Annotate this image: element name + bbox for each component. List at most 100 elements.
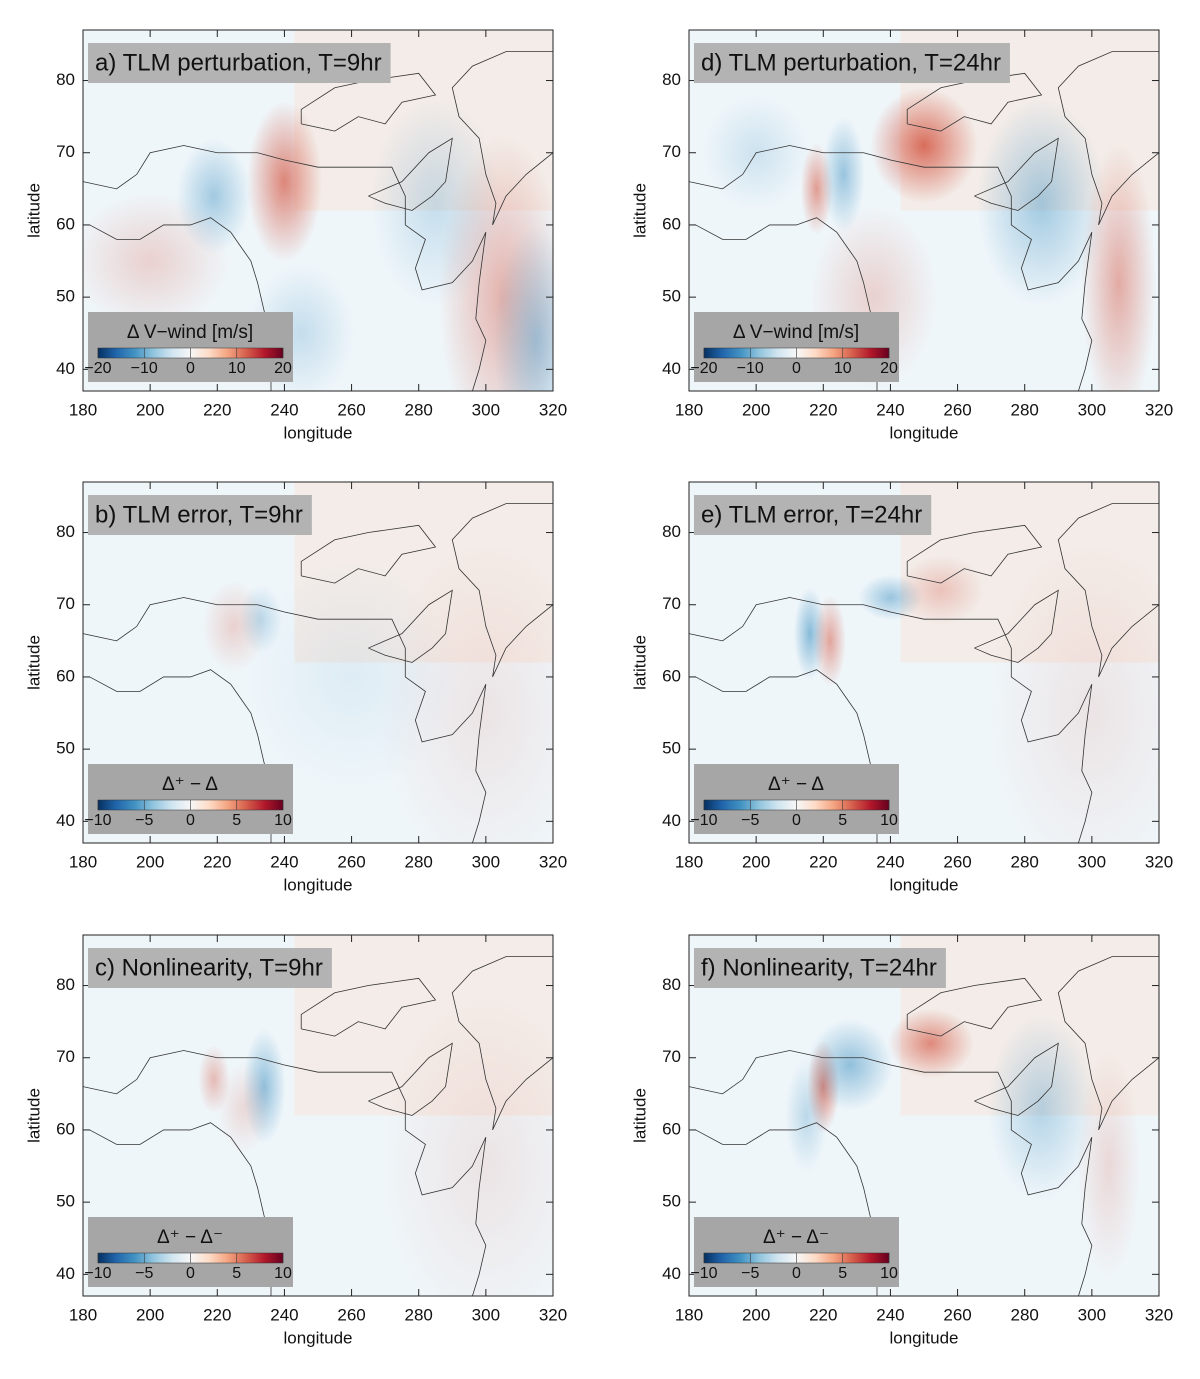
coastline (83, 145, 487, 391)
x-tick-label: 280 (1011, 1305, 1039, 1324)
y-tick-label: 40 (56, 1264, 75, 1283)
coastline (1057, 956, 1159, 1131)
plot-frame (82, 481, 554, 844)
coastline (974, 1042, 1059, 1116)
colorbar-tick-label: 0 (186, 812, 195, 829)
y-tick-label: 50 (56, 1192, 75, 1211)
coastline (695, 669, 878, 843)
x-tick-label: 300 (1078, 852, 1106, 871)
colorbar-tick-label: 20 (880, 360, 898, 377)
x-tick-label: 180 (675, 852, 703, 871)
y-tick-label: 60 (662, 1119, 681, 1138)
colorbar-tick-label: 20 (274, 360, 292, 377)
y-axis-label: latitude (630, 1088, 649, 1143)
field (689, 482, 1159, 843)
panel-title: c) Nonlinearity, T=9hr (95, 954, 323, 981)
x-tick-label: 180 (675, 1305, 703, 1324)
y-tick-label: 60 (662, 666, 681, 685)
y-tick-label: 40 (56, 359, 75, 378)
colorbar-tick-label: 10 (834, 360, 852, 377)
x-tick-label: 240 (270, 400, 298, 419)
colorbar-box (694, 764, 899, 834)
x-tick-label: 220 (203, 1305, 231, 1324)
colorbar-tick-label: −5 (741, 812, 759, 829)
y-tick-label: 40 (56, 811, 75, 830)
x-axis-label: longitude (889, 1328, 958, 1347)
field-feature (378, 992, 553, 1296)
x-tick-label: 200 (742, 1305, 770, 1324)
panel: 180 200 220 240 260 280 300 3204050607080longit… (24, 29, 567, 442)
plot-frame (82, 29, 554, 392)
panel-title: d) TLM perturbation, T=24hr (701, 49, 1001, 76)
x-tick-label: 220 (809, 852, 837, 871)
coastline (1057, 51, 1159, 226)
field (689, 935, 1159, 1296)
field-feature (493, 224, 553, 391)
panel: 180 200 220 240 260 280 300 3204050607080longit… (630, 934, 1173, 1347)
field-feature (371, 99, 500, 308)
colorbar-tick-label: −5 (135, 812, 153, 829)
colorbar-tick-label: −20 (84, 360, 111, 377)
panel: 180 200 220 240 260 280 300 3204050607080longit… (630, 481, 1173, 894)
x-tick-label: 240 (876, 852, 904, 871)
x-axis-label: longitude (889, 875, 958, 894)
colorbar-tick-label: 10 (274, 1265, 292, 1282)
y-tick-label: 80 (56, 522, 75, 541)
coastline (906, 524, 1043, 584)
colorbar-tick-label: 10 (228, 360, 246, 377)
y-tick-label: 80 (662, 70, 681, 89)
field-feature (244, 561, 459, 793)
field-feature (807, 1018, 894, 1112)
x-tick-label: 260 (943, 852, 971, 871)
x-tick-label: 260 (943, 1305, 971, 1324)
coastline (83, 597, 487, 843)
panel-title: f) Nonlinearity, T=24hr (701, 954, 937, 981)
x-tick-label: 300 (1078, 400, 1106, 419)
x-tick-label: 300 (1078, 1305, 1106, 1324)
coastline (451, 51, 553, 226)
coastline (368, 1042, 453, 1116)
x-tick-label: 180 (69, 852, 97, 871)
x-tick-label: 300 (472, 400, 500, 419)
panel: 180 200 220 240 260 280 300 3204050607080longit… (630, 29, 1173, 442)
colorbar-label: Δ⁺ − Δ (162, 774, 218, 795)
y-axis-label: latitude (24, 635, 43, 690)
field-feature (83, 191, 231, 331)
field-feature (987, 1015, 1096, 1201)
colorbar-tick-label: −10 (84, 812, 111, 829)
x-tick-label: 260 (337, 1305, 365, 1324)
y-tick-label: 50 (662, 739, 681, 758)
coastline (974, 589, 1059, 663)
y-tick-label: 70 (56, 1047, 75, 1066)
y-tick-label: 70 (662, 142, 681, 161)
x-tick-label: 180 (69, 400, 97, 419)
coastline (300, 72, 437, 132)
x-tick-label: 220 (203, 852, 231, 871)
x-tick-label: 240 (270, 1305, 298, 1324)
x-tick-label: 220 (203, 400, 231, 419)
x-tick-label: 260 (337, 852, 365, 871)
coastline (300, 524, 437, 584)
colorbar-label: Δ⁺ − Δ⁻ (763, 1227, 829, 1248)
field-feature (246, 100, 323, 263)
panel-title: a) TLM perturbation, T=9hr (95, 49, 382, 76)
field-feature (785, 1057, 828, 1174)
colorbar-tick-label: −20 (690, 360, 717, 377)
x-axis-label: longitude (283, 1328, 352, 1347)
colorbar-box (694, 1217, 899, 1287)
field-feature (887, 1008, 974, 1078)
x-tick-label: 240 (270, 852, 298, 871)
panel: 180 200 220 240 260 280 300 3204050607080longit… (24, 481, 567, 894)
colorbar-box (694, 312, 899, 382)
y-tick-label: 80 (662, 975, 681, 994)
y-tick-label: 80 (662, 522, 681, 541)
colorbar-label: Δ⁺ − Δ (768, 774, 824, 795)
x-tick-label: 200 (136, 852, 164, 871)
coastline (89, 217, 272, 391)
colorbar-tick-label: 0 (792, 812, 801, 829)
x-tick-label: 260 (337, 400, 365, 419)
colorbar-tick-label: −10 (131, 360, 158, 377)
x-tick-label: 320 (1145, 852, 1173, 871)
y-tick-label: 50 (662, 287, 681, 306)
x-tick-label: 280 (405, 400, 433, 419)
